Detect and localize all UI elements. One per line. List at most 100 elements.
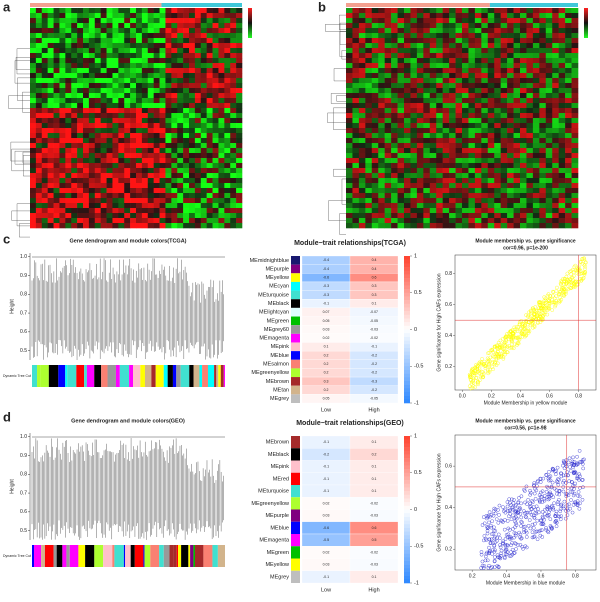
cell-value: -0.1 — [323, 465, 329, 469]
heatmap-cell — [53, 173, 60, 179]
scatter-point — [529, 512, 534, 517]
heatmap-cell — [183, 73, 190, 79]
heatmap-cell — [532, 203, 540, 209]
heatmap-cell — [218, 213, 225, 219]
heatmap-cell — [206, 118, 213, 124]
heatmap-cell — [397, 138, 405, 144]
heatmap-cell — [153, 48, 160, 54]
heatmap-cell — [481, 158, 489, 164]
heatmap-cell — [404, 88, 411, 94]
heatmap-cell — [352, 53, 360, 59]
heatmap-cell — [200, 128, 207, 134]
heatmap-cell — [352, 68, 360, 74]
heatmap-cell — [352, 178, 360, 184]
scatter-point — [499, 553, 503, 558]
heatmap-cell — [365, 148, 373, 154]
heatmap-cell — [371, 73, 379, 79]
heatmap-cell — [442, 83, 450, 89]
dendrogram-branch — [325, 24, 346, 32]
cell-value: 0.2 — [324, 353, 329, 357]
scale-step — [404, 281, 410, 286]
module-color — [40, 365, 49, 387]
heatmap-cell — [230, 88, 237, 94]
heatmap-cell — [83, 133, 90, 139]
heatmap-cell — [565, 43, 572, 49]
heatmap-cell — [404, 178, 411, 184]
heatmap-cell — [71, 138, 78, 144]
heatmap-cell — [147, 88, 154, 94]
heatmap-cell — [455, 168, 463, 174]
heatmap-cell — [159, 43, 166, 49]
scatter-point — [583, 267, 587, 272]
heatmap-cell — [100, 188, 107, 194]
heatmap-cell — [71, 68, 78, 74]
heatmap-cell — [474, 153, 482, 159]
heatmap-cell — [352, 208, 360, 214]
heatmap-cell — [391, 143, 398, 149]
heatmap-cell — [136, 78, 143, 84]
heatmap-cell — [183, 108, 190, 114]
heatmap-cell — [47, 78, 54, 84]
heatmap-cell — [346, 183, 353, 189]
heatmap-cell — [455, 143, 463, 149]
scatter-point — [501, 541, 505, 546]
heatmap-cell — [513, 48, 521, 54]
heatmap-cell — [35, 153, 43, 159]
heatmap-cell — [384, 138, 392, 144]
heatmap-cell — [88, 123, 96, 129]
heatmap-cell — [88, 78, 96, 84]
cell-value: -0.02 — [370, 336, 378, 340]
heatmap-cell — [194, 188, 202, 194]
cell-value: 0.2 — [324, 362, 329, 366]
heatmap-cell — [442, 173, 450, 179]
heatmap-cell — [194, 218, 202, 224]
heatmap-cell — [565, 98, 572, 104]
heatmap-cell — [468, 133, 476, 139]
heatmap-cell — [526, 188, 534, 194]
cell-value: -0.2 — [371, 362, 377, 366]
heatmap-cell — [206, 188, 213, 194]
module-color — [220, 365, 224, 387]
scatter-point — [499, 519, 504, 523]
heatmap-cell — [35, 138, 43, 144]
scale-step — [404, 285, 410, 290]
dendrogram-branch — [17, 77, 30, 101]
heatmap-cell — [194, 148, 202, 154]
heatmap-cell — [365, 38, 373, 44]
heatmap-cell — [65, 108, 72, 114]
heatmap-cell — [346, 208, 353, 214]
scatter-point — [566, 473, 570, 478]
heatmap-cell — [100, 138, 107, 144]
heatmap-cell — [429, 118, 437, 124]
heatmap-cell — [507, 163, 514, 169]
heatmap-cell — [474, 73, 482, 79]
heatmap-cell — [153, 113, 160, 119]
scatter-point — [514, 325, 519, 329]
heatmap-cell — [416, 138, 424, 144]
heatmap-cell — [352, 168, 360, 174]
heatmap-cell — [53, 168, 60, 174]
heatmap-cell — [224, 148, 231, 154]
heatmap-cell — [59, 93, 66, 99]
heatmap-cell — [455, 13, 463, 19]
scatter-point — [571, 503, 576, 507]
heatmap-cell — [94, 133, 101, 139]
heatmap-cell — [130, 83, 137, 89]
heatmap-cell — [513, 78, 521, 84]
heatmap-cell — [436, 118, 443, 124]
scatter-point — [538, 500, 542, 504]
heatmap-cell — [47, 23, 54, 29]
scatter-point — [564, 494, 569, 499]
heatmap-cell — [100, 103, 107, 109]
heatmap-cell — [165, 153, 172, 159]
heatmap-cell — [384, 123, 392, 129]
heatmap-cell — [83, 53, 90, 59]
heatmap-cell — [41, 98, 48, 104]
heatmap-cell — [77, 168, 84, 174]
heatmap-cell — [41, 143, 48, 149]
cell-value: -0.3 — [323, 284, 329, 288]
heatmap-cell — [47, 123, 54, 129]
scatter-point — [550, 504, 554, 508]
heatmap-cell — [47, 83, 54, 89]
heatmap-cell — [500, 193, 508, 199]
